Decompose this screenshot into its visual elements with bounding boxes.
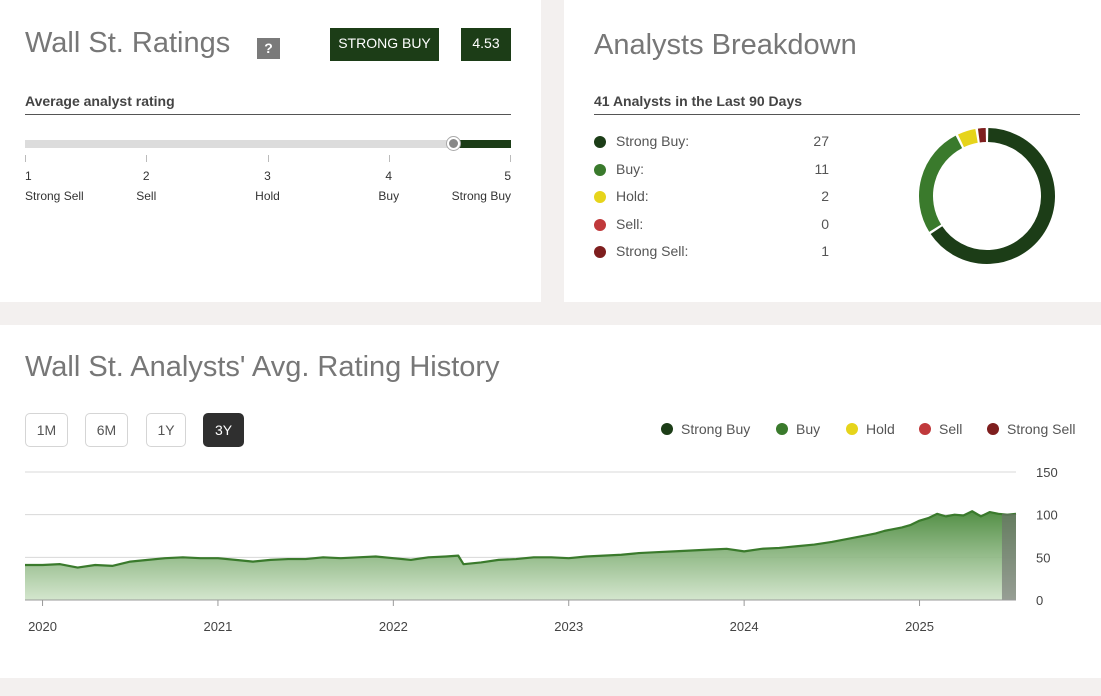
history-legend-item[interactable]: Sell bbox=[919, 421, 962, 437]
scale-label: Strong Sell bbox=[25, 189, 84, 203]
breakdown-donut-chart bbox=[919, 128, 1055, 264]
x-tick-label: 2024 bbox=[730, 619, 759, 634]
breakdown-count: 2 bbox=[821, 188, 829, 204]
scale-label: Strong Buy bbox=[451, 189, 511, 203]
scale-tick bbox=[146, 155, 148, 162]
breakdown-row: Sell: 0 bbox=[594, 216, 829, 234]
rating-badge: STRONG BUY bbox=[330, 28, 439, 61]
rating-history-chart: 0 50 100 150 2020 2021 2022 2023 2024 2025 bbox=[25, 465, 1058, 634]
x-tick-label: 2023 bbox=[554, 619, 583, 634]
legend-dot-icon bbox=[594, 218, 606, 231]
scale-number: 1 bbox=[25, 169, 32, 183]
legend-dot-icon bbox=[594, 246, 606, 258]
range-button-6m[interactable]: 6M bbox=[85, 413, 128, 447]
breakdown-row: Strong Sell: 1 bbox=[594, 243, 829, 261]
range-button-1y[interactable]: 1Y bbox=[146, 413, 186, 447]
range-button-1m[interactable]: 1M bbox=[25, 413, 68, 447]
legend-dot-icon bbox=[987, 423, 999, 435]
series-line bbox=[25, 510, 1017, 569]
scale-label: Sell bbox=[136, 189, 157, 203]
y-tick-label: 150 bbox=[1036, 465, 1058, 480]
breakdown-count: 11 bbox=[814, 160, 829, 177]
legend-dot-icon bbox=[661, 423, 673, 435]
scale-tick bbox=[25, 155, 26, 162]
legend-dot-icon bbox=[846, 423, 858, 435]
history-legend-label: Buy bbox=[796, 421, 821, 437]
breakdown-label: Sell: bbox=[616, 215, 644, 232]
divider bbox=[25, 114, 511, 115]
scale-tick bbox=[388, 155, 390, 162]
breakdown-label: Buy: bbox=[616, 160, 645, 177]
history-title: Wall St. Analysts' Avg. Rating History bbox=[25, 351, 500, 383]
scale-number: 5 bbox=[504, 169, 511, 183]
history-legend-item[interactable]: Hold bbox=[846, 421, 895, 437]
breakdown-count: 0 bbox=[821, 215, 829, 232]
breakdown-row: Strong Buy: 27 bbox=[594, 133, 829, 151]
history-legend-label: Strong Sell bbox=[1007, 421, 1076, 437]
scale-number: 2 bbox=[142, 169, 150, 183]
breakdown-row: Buy: 11 bbox=[594, 161, 829, 179]
donut-slice bbox=[919, 135, 963, 232]
rating-scale-marker bbox=[447, 137, 461, 150]
rating-scale-track bbox=[25, 137, 511, 150]
legend-dot-icon bbox=[594, 136, 606, 148]
donut-slice bbox=[977, 128, 987, 143]
breakdown-title: Analysts Breakdown bbox=[594, 29, 857, 61]
y-tick-label: 100 bbox=[1036, 508, 1058, 523]
breakdown-label: Strong Buy: bbox=[616, 133, 690, 149]
divider bbox=[594, 114, 1080, 115]
scale-number: 4 bbox=[385, 169, 393, 183]
legend-dot-icon bbox=[776, 423, 788, 435]
series-area bbox=[25, 511, 1016, 600]
breakdown-count: 27 bbox=[813, 133, 829, 149]
legend-dot-icon bbox=[919, 423, 931, 435]
history-legend-label: Strong Buy bbox=[681, 421, 751, 437]
scale-tick bbox=[510, 155, 511, 162]
help-icon[interactable]: ? bbox=[257, 38, 280, 59]
y-tick-label: 50 bbox=[1036, 550, 1050, 565]
x-tick-label: 2020 bbox=[28, 619, 57, 634]
x-tick-label: 2022 bbox=[379, 619, 408, 634]
scale-number: 3 bbox=[264, 169, 271, 183]
analysts-breakdown-card: Analysts Breakdown 41 Analysts in the La… bbox=[564, 0, 1101, 302]
breakdown-label: Strong Sell: bbox=[616, 243, 689, 259]
rating-scale-fill bbox=[453, 140, 511, 148]
history-legend-item[interactable]: Buy bbox=[776, 421, 820, 437]
scale-label: Hold bbox=[255, 189, 280, 203]
rating-score-badge: 4.53 bbox=[461, 28, 511, 61]
history-legend-item[interactable]: Strong Sell bbox=[987, 421, 1075, 437]
breakdown-row: Hold: 2 bbox=[594, 188, 829, 206]
y-tick-label: 0 bbox=[1036, 593, 1043, 608]
rating-history-card: Wall St. Analysts' Avg. Rating History 1… bbox=[0, 325, 1101, 678]
history-legend-label: Hold bbox=[866, 421, 895, 437]
current-period-band bbox=[1001, 513, 1016, 600]
x-tick-label: 2025 bbox=[905, 619, 934, 634]
legend-dot-icon bbox=[594, 163, 606, 176]
average-rating-subhead: Average analyst rating bbox=[25, 93, 175, 109]
history-legend-label: Sell bbox=[939, 421, 963, 437]
legend-dot-icon bbox=[594, 191, 606, 203]
ratings-title: Wall St. Ratings bbox=[25, 27, 231, 59]
x-tick-label: 2021 bbox=[203, 619, 232, 634]
range-button-3y[interactable]: 3Y bbox=[203, 413, 244, 447]
breakdown-label: Hold: bbox=[616, 188, 649, 204]
donut-slice bbox=[958, 129, 978, 148]
history-legend-item[interactable]: Strong Buy bbox=[661, 421, 750, 437]
donut-slice bbox=[930, 128, 1055, 264]
breakdown-count: 1 bbox=[821, 243, 829, 259]
analysts-count-subhead: 41 Analysts in the Last 90 Days bbox=[594, 93, 803, 109]
scale-label: Buy bbox=[378, 189, 400, 203]
wall-st-ratings-card: Wall St. Ratings ? STRONG BUY 4.53 Avera… bbox=[0, 0, 541, 302]
scale-tick bbox=[267, 155, 269, 162]
